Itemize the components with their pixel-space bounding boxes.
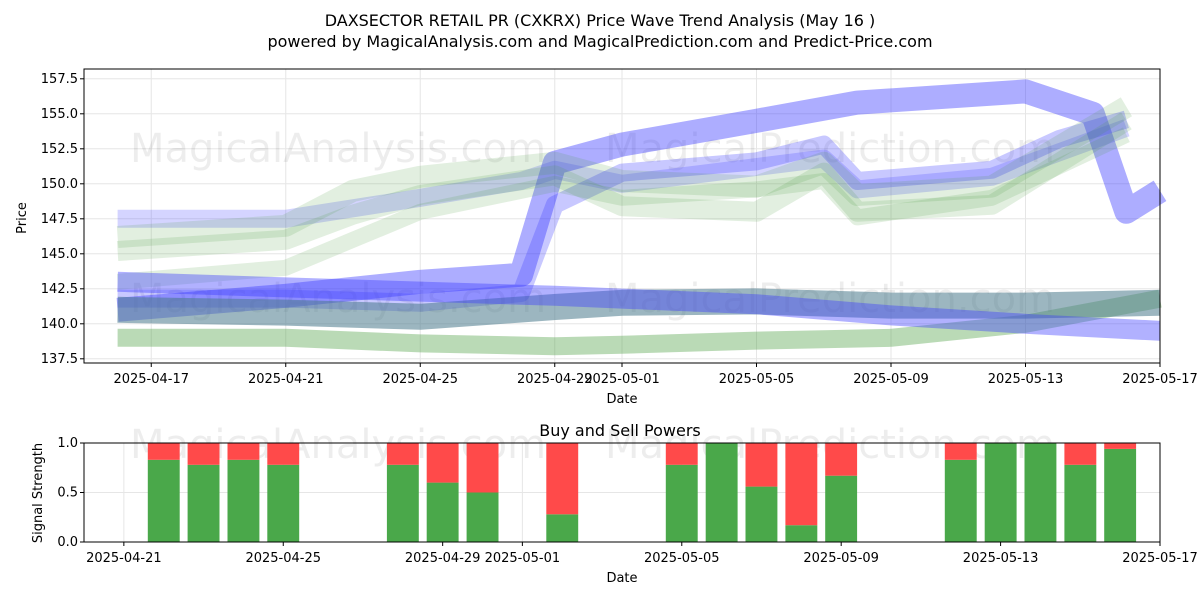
buy-bar [825,475,858,542]
buy-bar [665,464,698,542]
sell-bar [546,443,579,515]
buy-bar [745,486,778,542]
price-wave-band [117,119,1130,228]
sell-bar [665,443,698,465]
buy-bar [944,459,977,542]
x-tick-label: 2025-05-01 [584,372,660,387]
buy-bar [187,464,220,542]
buy-bar [705,443,738,542]
price-panel: MagicalAnalysis.com MagicalPrediction.com… [41,68,1198,387]
x-tick-label: 2025-05-13 [963,551,1039,566]
buy-bar [147,459,180,542]
price-wave-band [117,110,1129,312]
buy-bar [227,459,260,542]
sell-bar [147,443,180,460]
price-wave-band [117,289,1162,356]
signal-panel: MagicalAnalysis.comMagicalPrediction.com… [57,422,1197,566]
y-tick-label: 0.0 [57,535,78,550]
sell-bar [785,443,818,526]
buy-bar [785,525,818,542]
y-tick-label: 140.0 [41,317,78,332]
sell-bar [187,443,220,465]
x-tick-label: 2025-05-09 [853,372,929,387]
sell-bar [386,443,419,465]
buy-bar [466,492,499,542]
buy-bar [546,514,579,542]
price-wave-band [116,79,1167,322]
buy-bar [1024,443,1057,542]
y-tick-label: 152.5 [41,142,78,157]
y-tick-label: 147.5 [41,212,78,227]
buy-bar [267,464,300,542]
y-tick-label: 150.0 [41,177,78,192]
bottom-x-axis-label: Date [606,571,637,586]
bottom-chart-title: Buy and Sell Powers [539,421,701,440]
x-tick-label: 2025-04-29 [405,551,481,566]
x-tick-label: 2025-04-25 [245,551,321,566]
top-x-axis-label: Date [606,392,637,407]
price-wave-band [116,127,1130,290]
x-tick-label: 2025-05-17 [1122,551,1198,566]
y-tick-label: 145.0 [41,247,78,262]
y-tick-label: 137.5 [41,352,78,367]
x-tick-label: 2025-04-21 [248,372,324,387]
bottom-y-axis-label: Signal Strength [31,443,46,543]
x-tick-label: 2025-04-17 [113,372,189,387]
sell-bar [825,443,858,476]
sell-bar [466,443,499,493]
sell-bar [227,443,260,460]
y-tick-label: 142.5 [41,282,78,297]
price-wave-band [116,97,1133,248]
buy-bar [1064,464,1097,542]
sell-bar [745,443,778,487]
x-tick-label: 2025-04-25 [382,372,458,387]
y-tick-label: 157.5 [41,72,78,87]
price-wave-band [116,112,1132,261]
watermark: MagicalPrediction.com [605,126,1055,172]
sell-bar [1104,443,1137,449]
sell-bar [267,443,300,465]
x-tick-label: 2025-05-17 [1122,372,1198,387]
chart-title: DAXSECTOR RETAIL PR (CXKRX) Price Wave T… [325,11,876,30]
y-tick-label: 1.0 [57,436,78,451]
price-wave-band [117,271,1161,341]
chart-subtitle: powered by MagicalAnalysis.com and Magic… [267,32,932,51]
y-tick-label: 0.5 [57,486,78,501]
x-tick-label: 2025-05-09 [803,551,879,566]
x-tick-label: 2025-04-29 [517,372,593,387]
buy-bar [386,464,419,542]
buy-bar [426,482,459,542]
y-tick-label: 155.0 [41,107,78,122]
price-wave-band [117,288,1161,330]
x-tick-label: 2025-05-05 [644,551,720,566]
x-tick-label: 2025-05-13 [988,372,1064,387]
x-tick-label: 2025-05-05 [719,372,795,387]
x-tick-label: 2025-04-21 [86,551,162,566]
watermark: MagicalAnalysis.com [130,126,546,172]
sell-bar [426,443,459,483]
sell-bar [944,443,977,460]
x-tick-label: 2025-05-01 [485,551,561,566]
buy-bar [984,443,1017,542]
sell-bar [1064,443,1097,465]
top-y-axis-label: Price [15,202,30,234]
buy-bar [1104,448,1137,542]
